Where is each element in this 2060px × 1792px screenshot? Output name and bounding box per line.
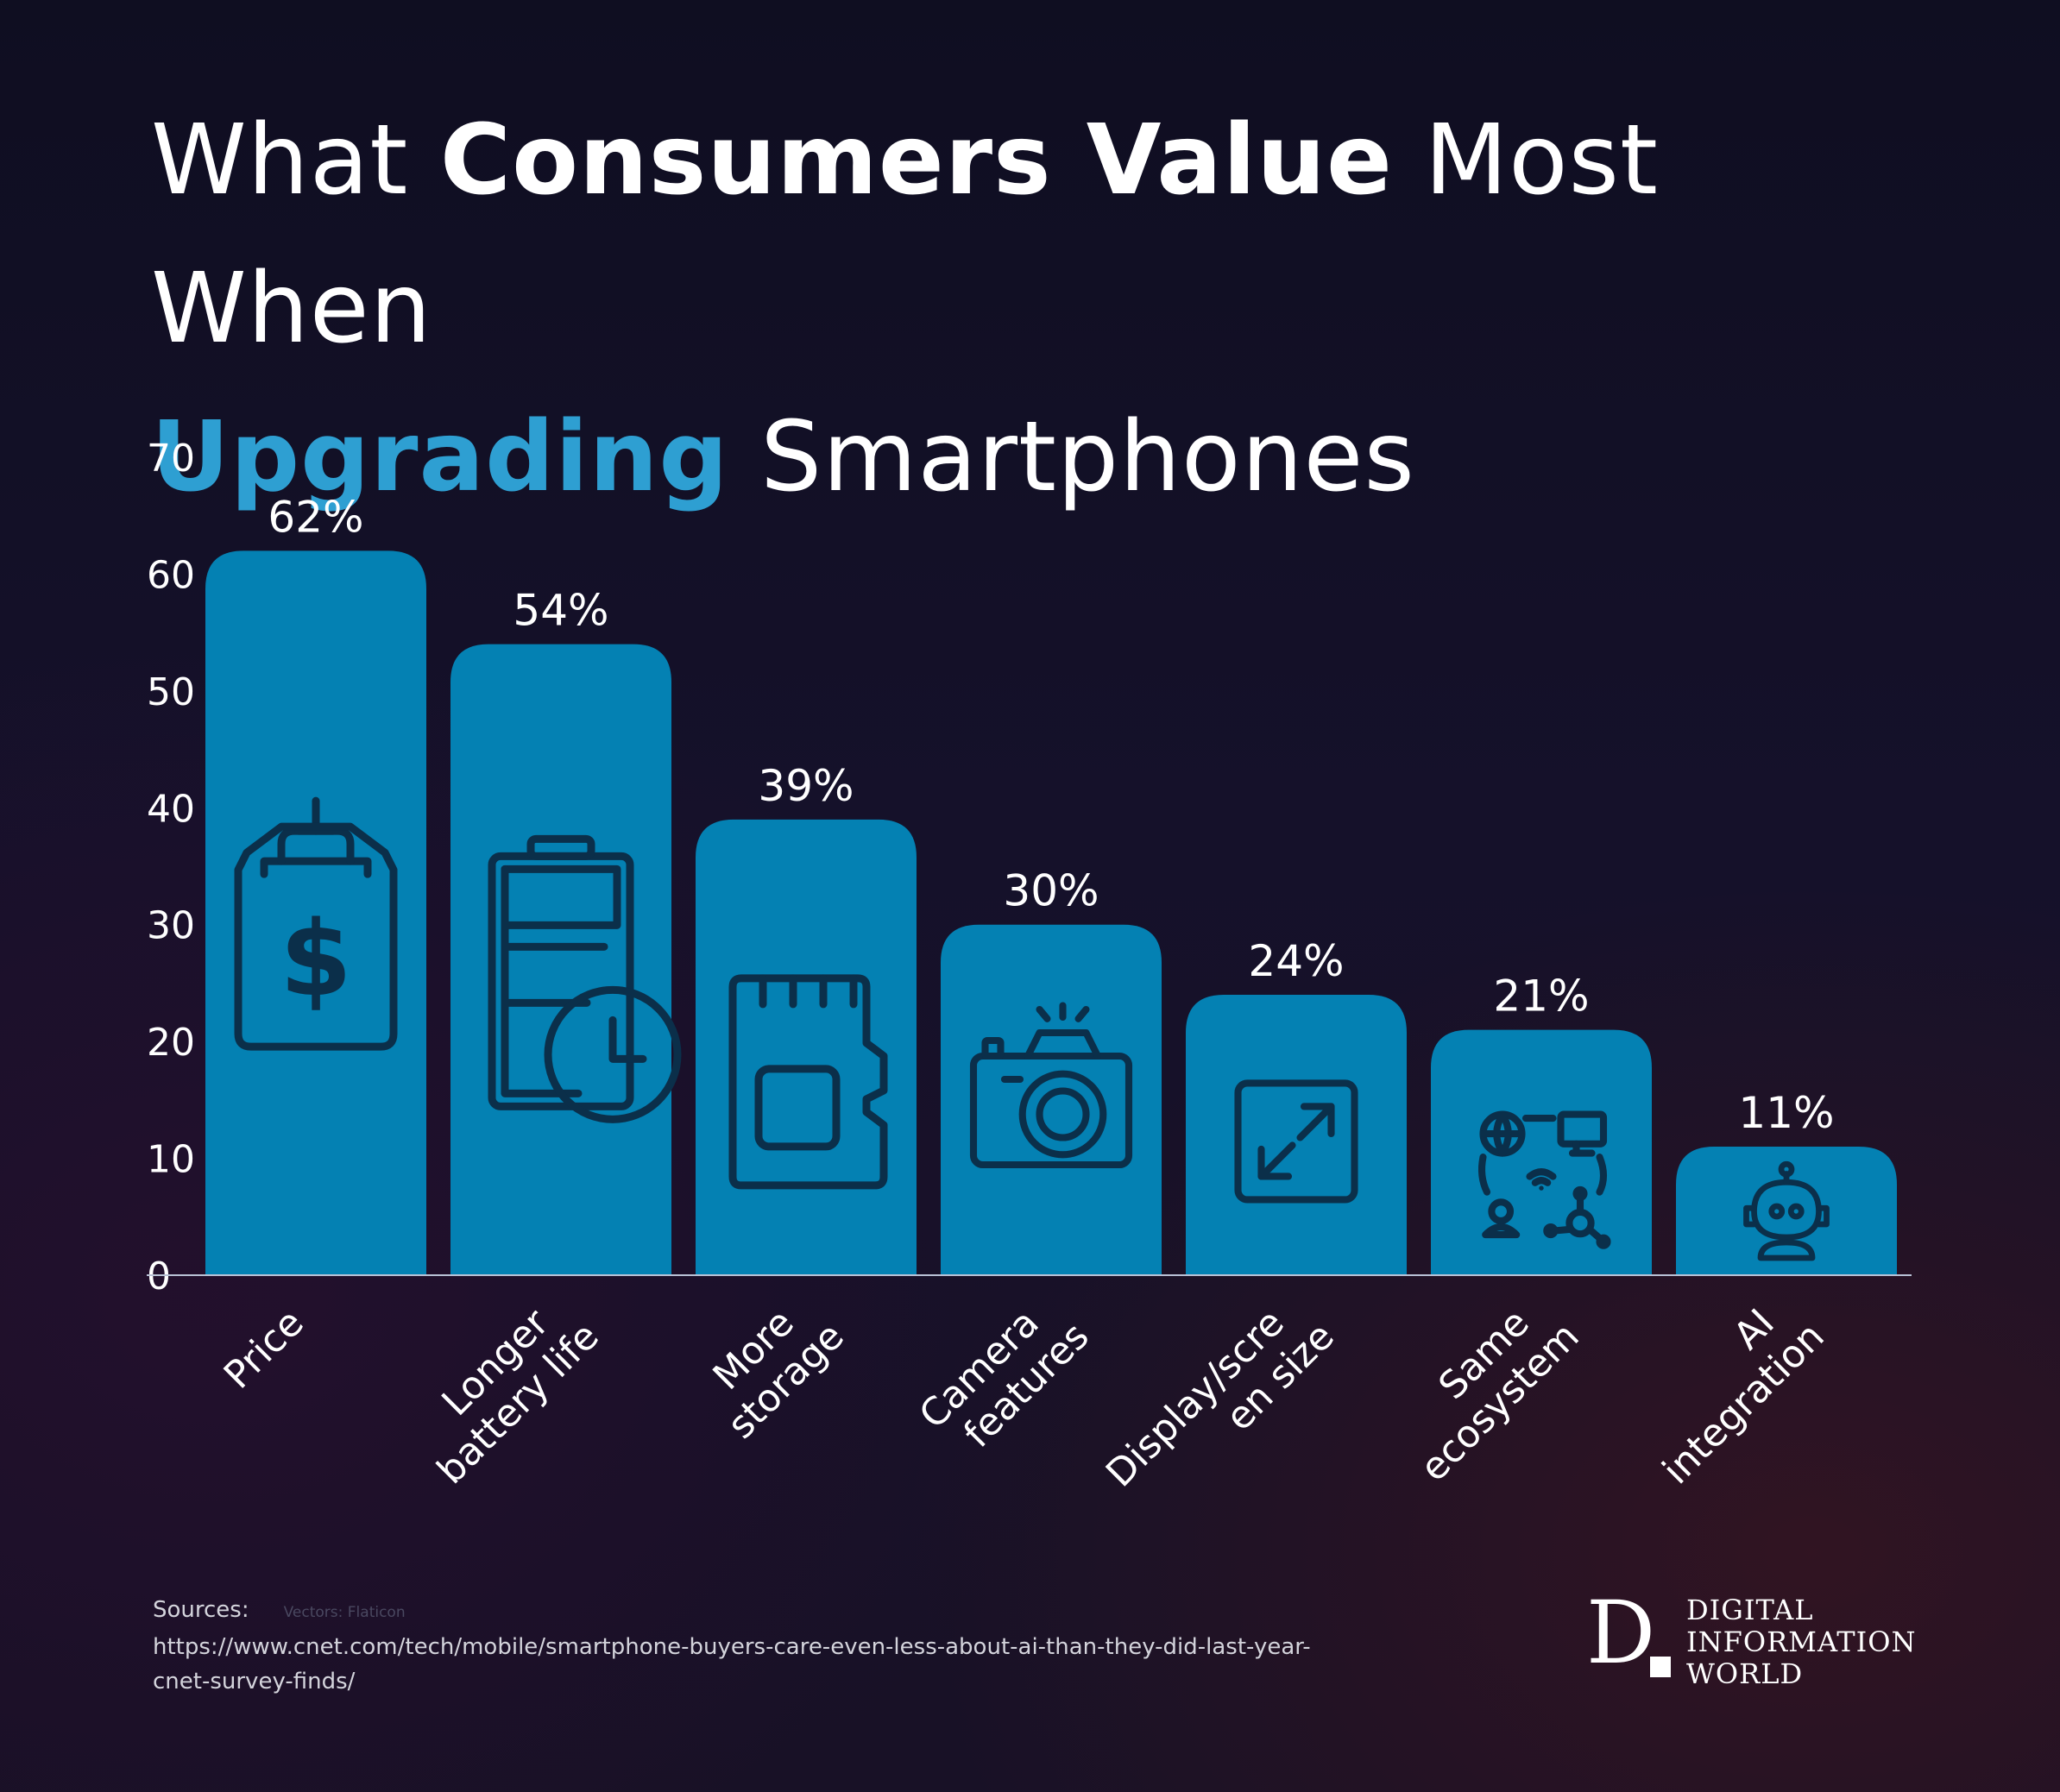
category-label: AIintegration [1622, 1283, 1833, 1493]
category-label-line: Price [216, 1301, 312, 1398]
expand-icon [1234, 1079, 1358, 1204]
value-label: 39% [758, 761, 854, 811]
title-part-1: What [151, 104, 440, 217]
svg-text:$: $ [280, 900, 352, 1020]
value-label: 30% [1003, 866, 1099, 916]
camera-icon [969, 1002, 1133, 1169]
title-part-2: Consumers Value [439, 104, 1393, 217]
bar [1676, 1147, 1897, 1275]
price-tag-icon: $ [234, 796, 398, 1051]
category-label: Morestorage [688, 1283, 853, 1448]
bars [205, 550, 1897, 1275]
value-label: 11% [1738, 1088, 1834, 1138]
y-tick-label: 0 [147, 1254, 171, 1298]
logo-wordmark: DIGITAL INFORMATION WORLD [1686, 1594, 1917, 1690]
logo-line-2: INFORMATION [1686, 1625, 1917, 1658]
bar [1431, 1029, 1652, 1275]
category-label: Display/screen size [1098, 1283, 1343, 1528]
y-tick-label: 20 [147, 1021, 195, 1065]
y-tick-label: 10 [147, 1138, 195, 1182]
sd-card-icon [728, 974, 888, 1190]
bar [1186, 994, 1407, 1275]
bar [450, 644, 671, 1275]
title-part-4: Upgrading [151, 401, 729, 513]
title-part-3: Most When [151, 104, 1659, 365]
value-label: 54% [513, 586, 608, 636]
category-labels: Price Longerbattery life Morestorage Camera… [216, 1283, 1833, 1528]
bar [205, 550, 426, 1275]
category-label: Camerafeatures [911, 1283, 1098, 1469]
value-label: 21% [1493, 971, 1589, 1022]
battery-clock-icon [488, 834, 682, 1123]
y-tick-label: 40 [147, 787, 195, 831]
value-label: 24% [1248, 936, 1344, 986]
category-label: Price [216, 1301, 312, 1398]
y-tick-label: 30 [147, 904, 195, 948]
sources-label: Sources: [153, 1597, 249, 1623]
logo-square [1650, 1657, 1671, 1677]
sources-block: Sources: Vectors: Flaticon https://www.cn… [153, 1593, 1430, 1699]
title-part-5: Smartphones [728, 401, 1415, 513]
logo-mark: D [1586, 1582, 1656, 1683]
value-labels: 62% 54% 39% 30% 24% 21% 11% [268, 492, 1834, 1138]
source-url-line-1[interactable]: https://www.cnet.com/tech/mobile/smartph… [153, 1634, 1311, 1660]
category-label: Sameecosystem [1380, 1283, 1588, 1491]
source-url-line-2[interactable]: cnet-survey-finds/ [153, 1669, 356, 1695]
logo-line-3: WORLD [1686, 1657, 1804, 1690]
y-tick-label: 70 [147, 437, 195, 481]
chart-title: What Consumers Value Most When Upgrading … [151, 86, 1963, 531]
category-label: Longerbattery life [397, 1283, 608, 1493]
digital-information-world-logo: D DIGITAL INFORMATION WORLD [1581, 1582, 1916, 1698]
bar [941, 924, 1162, 1275]
y-tick-label: 60 [147, 553, 195, 597]
bar-icons: $ [234, 796, 1830, 1261]
ecosystem-network-icon [1477, 1110, 1611, 1249]
bar [696, 819, 917, 1275]
robot-icon [1743, 1160, 1830, 1261]
logo-line-1: DIGITAL [1686, 1594, 1814, 1626]
vectors-credit: Vectors: Flaticon [283, 1604, 406, 1621]
value-label: 62% [268, 492, 363, 542]
y-tick-label: 50 [147, 670, 195, 714]
y-axis-ticks: 0 10 20 30 40 50 60 70 [147, 437, 195, 1298]
